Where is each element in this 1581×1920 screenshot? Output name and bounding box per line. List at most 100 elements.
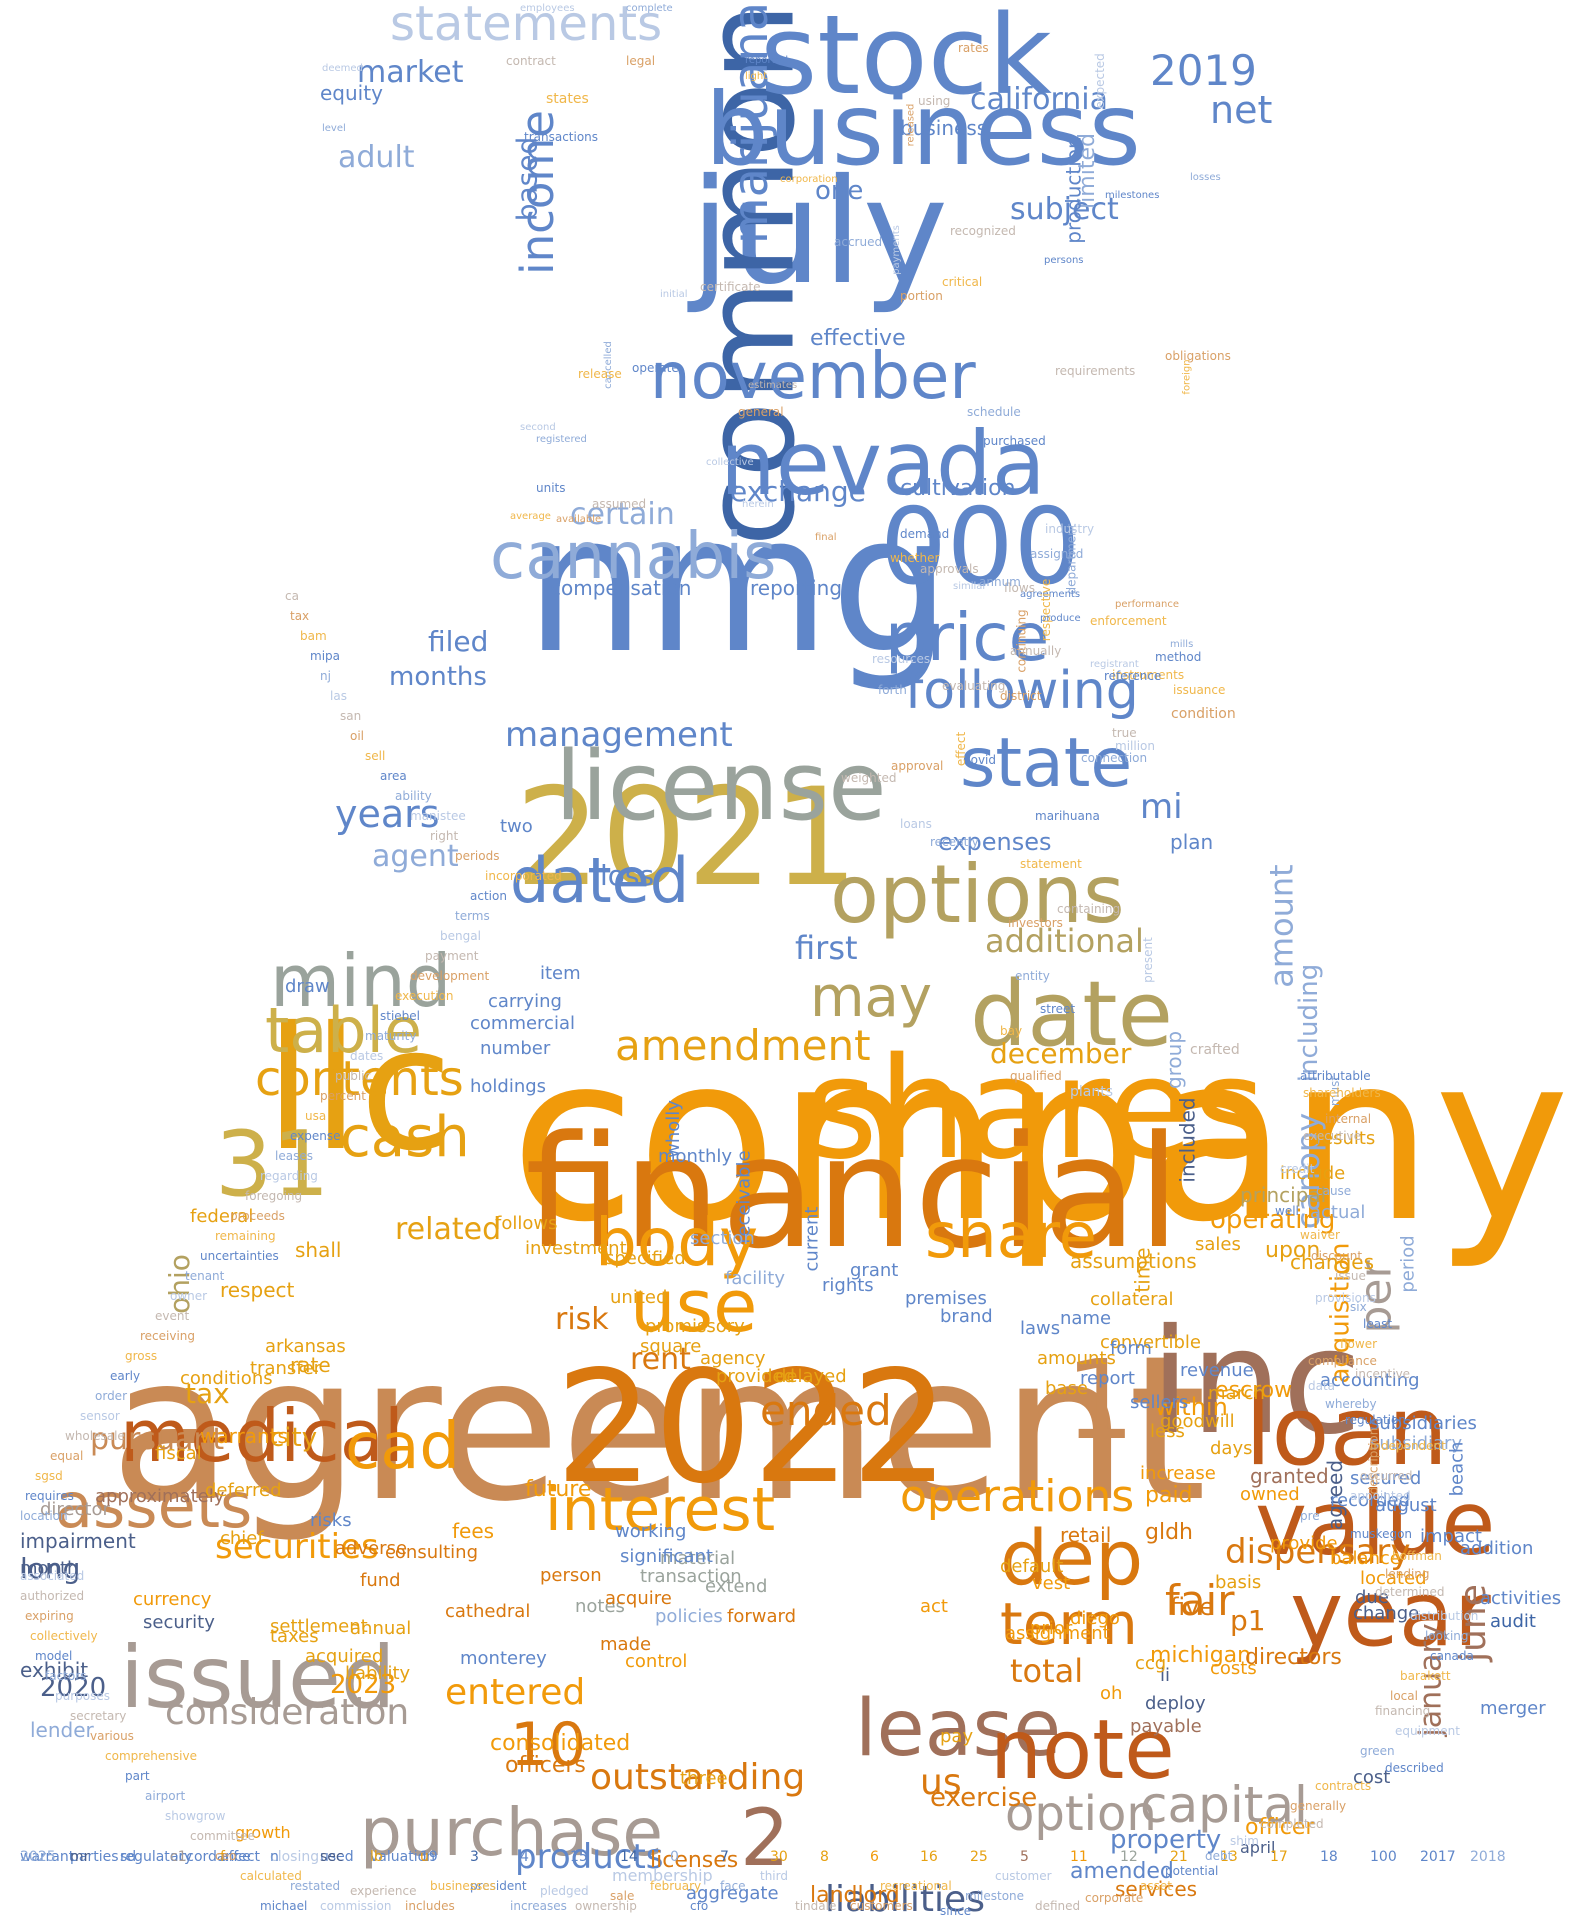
cloud-word-small: payments: [890, 225, 902, 275]
cloud-word-small: calculated: [240, 1869, 302, 1883]
cloud-word: activities: [1480, 1588, 1562, 1609]
cloud-word: f: [220, 1849, 225, 1865]
cloud-word-small: certificate: [700, 280, 761, 294]
cloud-word: securities: [215, 1527, 379, 1567]
cloud-word: august: [1375, 1495, 1437, 1516]
cloud-word: act: [920, 1596, 948, 1617]
cloud-word-small: tenant: [185, 1269, 225, 1283]
cloud-word-small: flower: [1340, 1337, 1378, 1351]
cloud-word-small: weighted: [841, 771, 897, 785]
cloud-word-small: muskegon: [1350, 1527, 1413, 1541]
cloud-word: results: [1315, 1128, 1376, 1149]
cloud-word: default: [1000, 1556, 1064, 1577]
cloud-word: management: [505, 715, 733, 755]
cloud-word-small: cfo: [690, 1899, 709, 1913]
cloud-word: total: [1010, 1652, 1084, 1690]
cloud-word-small: sell: [365, 749, 386, 763]
cloud-word: market: [357, 55, 464, 90]
cloud-word-small: commission: [320, 1899, 392, 1913]
cloud-word-small: action: [470, 889, 507, 903]
cloud-word-small: hoffman: [1392, 1549, 1442, 1563]
cloud-word: two: [500, 816, 533, 837]
cloud-word-small: recently: [930, 835, 979, 849]
cloud-word-small: forth: [878, 683, 907, 697]
cloud-word-small: expiring: [25, 1609, 74, 1623]
cloud-word-small: execution: [395, 989, 454, 1003]
cloud-word-small: factors: [45, 1669, 87, 1683]
cloud-word-small: sensor: [80, 1409, 120, 1423]
cloud-word: holdings: [470, 1076, 547, 1097]
cloud-word: 0: [670, 1849, 679, 1865]
cloud-word: number: [480, 1038, 551, 1059]
cloud-word: amendment: [615, 1021, 871, 1070]
cloud-word: exchange: [730, 475, 866, 508]
cloud-word-small: lending: [1385, 1567, 1430, 1581]
cloud-word-small: million: [1115, 739, 1155, 753]
cloud-word: statements: [390, 0, 663, 52]
cloud-word-small: recreational: [880, 1879, 952, 1893]
cloud-word-small: continuing: [1014, 609, 1029, 673]
cloud-word: due: [1355, 1587, 1389, 1608]
cloud-word: 2021: [515, 759, 859, 916]
cloud-word: options: [830, 848, 1125, 941]
cloud-word: cash: [340, 1105, 470, 1170]
cloud-word: secured: [1350, 1468, 1422, 1489]
cloud-word-small: issuance: [1173, 683, 1226, 697]
cloud-word-small: qualified: [1010, 1069, 1062, 1083]
cloud-word: city: [270, 1423, 318, 1453]
cloud-word: 2023: [330, 1670, 397, 1700]
cloud-word-small: determined: [1375, 1585, 1445, 1599]
cloud-word-small: equal: [50, 1449, 84, 1463]
cloud-word: taxes: [270, 1626, 319, 1647]
cloud-word-small: contracts: [1315, 1779, 1372, 1793]
cloud-word-small: equipment: [1395, 1724, 1460, 1738]
cloud-word: 16: [920, 1849, 938, 1865]
cloud-word-small: approvals: [920, 562, 979, 576]
cloud-word: ended: [760, 1386, 892, 1435]
cloud-word-small: pre: [1300, 1509, 1320, 1523]
cloud-word: subject: [1010, 192, 1119, 227]
cloud-word-small: green: [1360, 1744, 1395, 1758]
cloud-word: march: [1208, 1383, 1265, 1404]
cloud-word: goodwill: [1160, 1411, 1235, 1432]
cloud-word: first: [795, 929, 858, 967]
cloud-word: control: [625, 1651, 688, 1672]
cloud-word: 21: [1170, 1849, 1188, 1865]
cloud-word-small: connection: [1081, 751, 1148, 765]
cloud-word-small: expected: [1092, 53, 1107, 109]
cloud-word: less: [1150, 1421, 1185, 1442]
cloud-word-small: restated: [290, 1879, 341, 1893]
cloud-word: mind: [270, 939, 452, 1023]
cloud-word: owned: [1240, 1484, 1300, 1505]
cloud-word: effective: [810, 326, 906, 351]
cloud-word-small: internal: [1325, 1112, 1372, 1126]
cloud-word: amount: [1262, 864, 1301, 988]
cloud-word: lender: [30, 1718, 94, 1742]
cloud-word-small: terms: [455, 909, 490, 923]
cloud-word: notes: [575, 1596, 625, 1617]
cloud-word: mr: [70, 1849, 90, 1865]
cloud-word: membership: [612, 1866, 713, 1885]
cloud-word: ii: [1160, 1665, 1171, 1686]
cloud-word: 7: [720, 1849, 729, 1865]
cloud-word-small: purchased: [983, 434, 1046, 448]
cloud-word: used: [320, 1849, 354, 1865]
cloud-word-small: distribution: [1410, 1609, 1479, 1623]
cloud-word-small: crafted: [1190, 1042, 1240, 1058]
cloud-word-small: corporate: [1085, 1891, 1144, 1905]
cloud-word-small: financing: [1375, 1704, 1431, 1718]
cloud-word: u: [420, 1849, 429, 1865]
cloud-word: related: [395, 1212, 502, 1247]
cloud-word-small: maturity: [365, 1029, 417, 1043]
cloud-word: balance: [1330, 1548, 1401, 1569]
cloud-word: delayed: [775, 1366, 847, 1387]
cloud-word-small: critical: [942, 275, 983, 289]
cloud-word: liabilities: [825, 1879, 985, 1920]
cloud-word: body: [595, 1204, 759, 1281]
cloud-word: addition: [1460, 1538, 1534, 1559]
cloud-word: policies: [655, 1606, 723, 1627]
cloud-word: director: [40, 1499, 110, 1520]
cloud-word-small: produce: [1040, 613, 1081, 624]
cloud-word: shares: [805, 1028, 1267, 1191]
cloud-word: acquire: [605, 1588, 672, 1609]
